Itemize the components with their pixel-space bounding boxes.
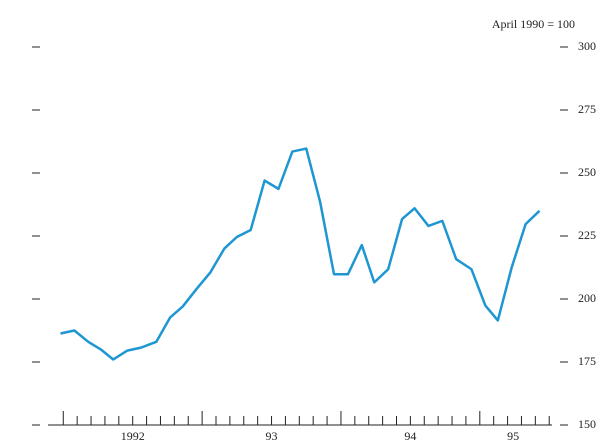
line-series xyxy=(60,147,541,361)
y-tick-label: 225 xyxy=(578,228,596,242)
x-tick-label: 94 xyxy=(404,429,416,443)
x-tick-label: 1992 xyxy=(121,429,145,443)
x-tick-label: 93 xyxy=(266,429,278,443)
x-tick-label: 95 xyxy=(507,429,519,443)
y-tick-label: 275 xyxy=(578,102,596,116)
annotation: April 1990 = 100 xyxy=(492,17,575,31)
y-tick-label: 200 xyxy=(578,291,596,305)
y-tick-label: 150 xyxy=(578,417,596,431)
y-tick-label: 250 xyxy=(578,165,596,179)
y-tick-label: 300 xyxy=(578,39,596,53)
y-tick-label: 175 xyxy=(578,354,596,368)
